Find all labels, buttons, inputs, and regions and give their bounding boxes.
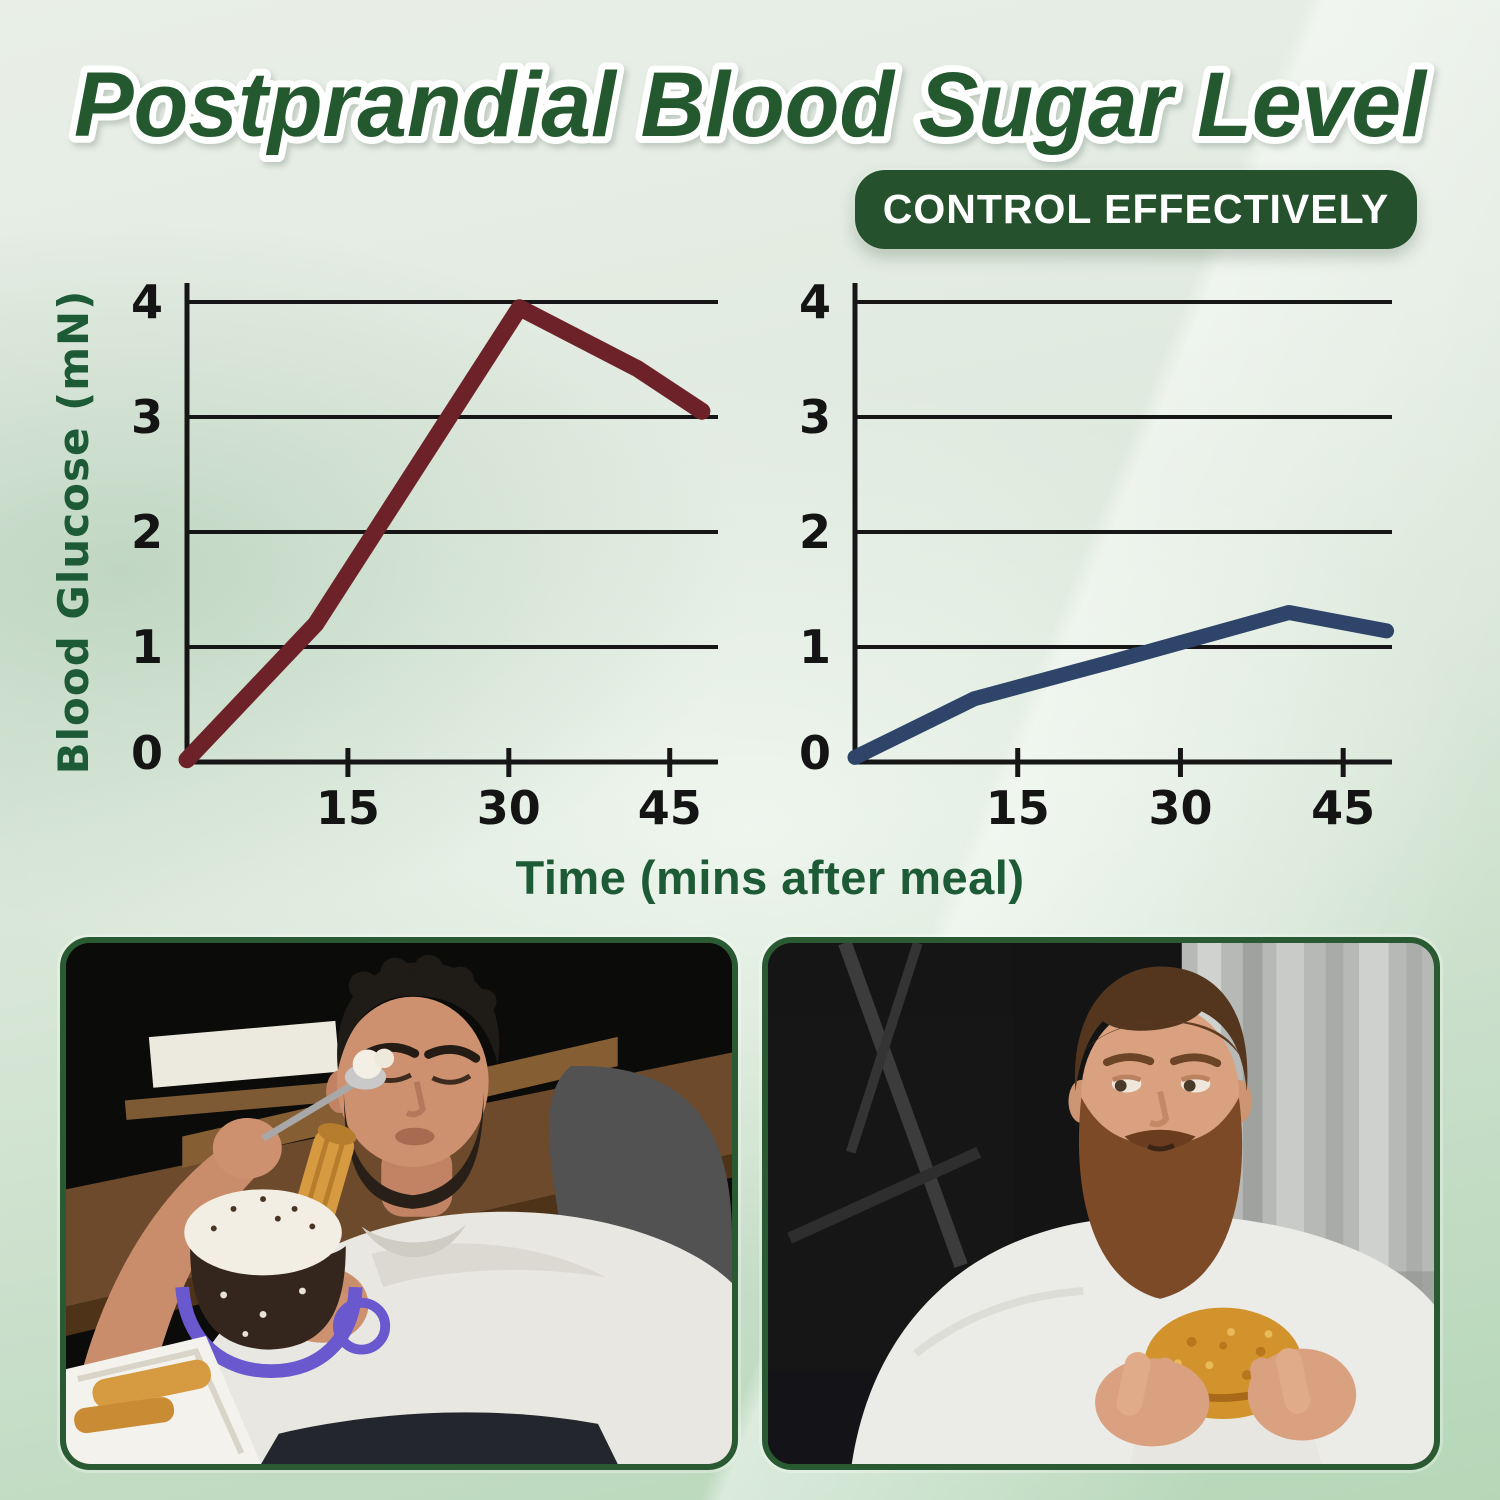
photo-overeating-scene — [66, 943, 732, 1464]
x-tick-label-30: 30 — [1148, 781, 1212, 835]
y-tick-label-0: 0 — [799, 726, 831, 780]
photo-controlled-scene — [768, 943, 1434, 1464]
control-effectively-badge: CONTROL EFFECTIVELY — [855, 170, 1417, 249]
whipped-cream-topping — [184, 1189, 342, 1276]
y-tick-label-2: 2 — [131, 505, 163, 559]
finger — [1276, 1348, 1311, 1414]
frowning-brow — [424, 1045, 481, 1063]
series-line-without-control — [178, 299, 711, 769]
page-title-banner: Postprandial Blood Sugar Level — [67, 47, 1435, 163]
x-tick-label-30: 30 — [477, 781, 541, 835]
purple-bowl — [175, 1286, 363, 1378]
closed-eye — [431, 1073, 472, 1085]
spoon-handle — [261, 1078, 360, 1142]
mustache — [1124, 1129, 1196, 1149]
eyebrow — [1102, 1053, 1155, 1067]
arm-with-spoon — [83, 1048, 395, 1387]
x-axis-title: Time (mins after meal) — [515, 851, 1025, 904]
white-box-on-shelf — [148, 1020, 340, 1088]
finger — [1250, 1357, 1279, 1418]
hand — [212, 1117, 282, 1179]
eyebrow — [1169, 1053, 1222, 1068]
x-tick-label-45: 45 — [638, 781, 702, 835]
x-tick-label-15: 15 — [986, 781, 1050, 835]
churro-takeout-box — [66, 1335, 262, 1464]
photo-overeating — [60, 937, 738, 1470]
chart-uncontrolled-glucose: 0 1 2 3 4 15 30 45 Blood Glucose (mN) — [49, 275, 718, 835]
y-tick-label-1: 1 — [799, 620, 831, 674]
finger — [1116, 1352, 1151, 1416]
chart-controlled-glucose: 0 1 2 3 4 15 30 45 — [799, 275, 1395, 835]
y-axis-label: Blood Glucose (mN) — [49, 290, 98, 775]
burger-and-hands — [1095, 1307, 1357, 1464]
churro — [92, 1359, 212, 1409]
y-tick-label-3: 3 — [799, 390, 831, 444]
series-line-with-control — [847, 605, 1395, 765]
chocolate-cake — [190, 1246, 346, 1350]
brown-hair — [1074, 966, 1248, 1092]
nose — [405, 1081, 426, 1118]
x-tick-label-45: 45 — [1311, 781, 1375, 835]
pouting-lips — [395, 1127, 435, 1146]
dark-jeans — [261, 1412, 618, 1464]
dessert-bowl — [175, 1189, 391, 1378]
y-tick-label-2: 2 — [799, 505, 831, 559]
badge-label: CONTROL EFFECTIVELY — [882, 186, 1390, 232]
x-tick-label-15: 15 — [316, 781, 380, 835]
long-red-beard — [1078, 1097, 1243, 1299]
y-tick-label-3: 3 — [131, 390, 163, 444]
mouth — [1147, 1143, 1176, 1152]
nose — [1149, 1090, 1170, 1128]
y-tick-label-1: 1 — [131, 620, 163, 674]
y-tick-label-4: 4 — [131, 275, 163, 329]
churro — [74, 1397, 175, 1434]
face — [336, 996, 489, 1167]
y-tick-label-0: 0 — [131, 726, 163, 780]
finger — [1147, 1357, 1177, 1418]
y-tick-label-4: 4 — [799, 275, 831, 329]
photo-controlled — [762, 937, 1440, 1470]
bowl-handle — [332, 1297, 391, 1355]
page-title: Postprandial Blood Sugar Level — [74, 54, 1428, 156]
